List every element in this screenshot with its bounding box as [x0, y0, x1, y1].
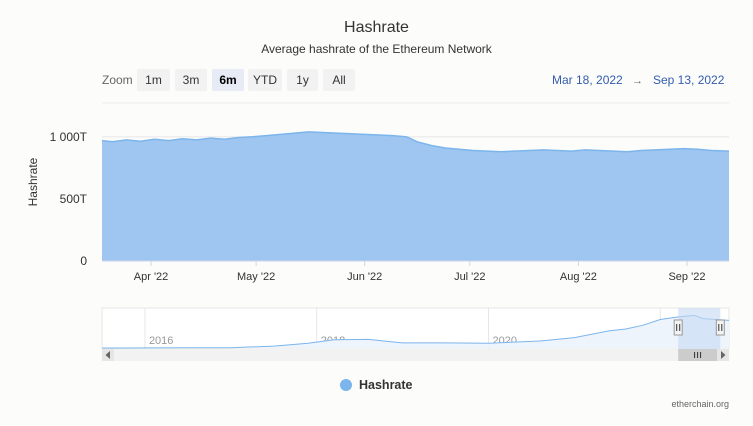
navigator-selection-mask [678, 308, 721, 349]
scrollbar[interactable] [102, 349, 729, 361]
legend-label: Hashrate [359, 378, 413, 392]
credit-link[interactable]: etherchain.org [671, 399, 729, 409]
x-axis-ticks: Apr '22 May '22 Jun '22 Jul '22 Aug '22 Sep '… [134, 261, 705, 283]
scrollbar-track [102, 349, 729, 361]
hashrate-area [102, 131, 729, 261]
y-tick-label: 500T [60, 192, 88, 206]
range-arrow-icon: → [632, 75, 643, 87]
range-from-input[interactable]: Mar 18, 2022 [552, 73, 623, 87]
navigator[interactable]: 2016201820202022 [101, 307, 730, 350]
legend-item-hashrate[interactable]: Hashrate [340, 377, 413, 393]
x-tick-label: Jul '22 [454, 271, 485, 283]
scrollbar-right-arrow-icon [721, 351, 726, 359]
navigator-area [102, 315, 729, 348]
legend-symbol [340, 379, 352, 391]
chart-subtitle: Average hashrate of the Ethereum Network [261, 42, 492, 56]
zoom-button-all[interactable]: All [323, 69, 355, 91]
x-tick-label: Jun '22 [347, 271, 382, 283]
scrollbar-grip-icon [694, 352, 702, 358]
x-tick-label: May '22 [237, 271, 275, 283]
y-axis-title: Hashrate [26, 157, 40, 206]
y-tick-label: 0 [80, 254, 87, 268]
x-tick-label: Apr '22 [134, 271, 169, 283]
navigator-line [101, 314, 730, 349]
zoom-button-3m[interactable]: 3m [175, 69, 207, 91]
chart-title: Hashrate [344, 19, 409, 36]
range-to-input[interactable]: Sep 13, 2022 [653, 73, 725, 87]
x-tick-label: Aug '22 [560, 271, 597, 283]
x-tick-label: Sep '22 [668, 271, 705, 283]
zoom-button-ytd[interactable]: YTD [248, 69, 282, 91]
zoom-label: Zoom [102, 73, 133, 87]
y-axis-ticks: 0 500T 1 000T [50, 130, 88, 268]
y-tick-label: 1 000T [50, 130, 88, 144]
hashrate-line [101, 131, 730, 153]
navigator-handle-right[interactable] [715, 319, 725, 336]
navigator-tick-label: 2016 [149, 335, 173, 347]
navigator-handle-left[interactable] [673, 319, 683, 336]
zoom-button-1m[interactable]: 1m [137, 69, 170, 91]
scrollbar-left-arrow-icon [105, 351, 110, 359]
zoom-button-1y[interactable]: 1y [287, 69, 318, 91]
zoom-button-6m[interactable]: 6m [212, 69, 244, 91]
